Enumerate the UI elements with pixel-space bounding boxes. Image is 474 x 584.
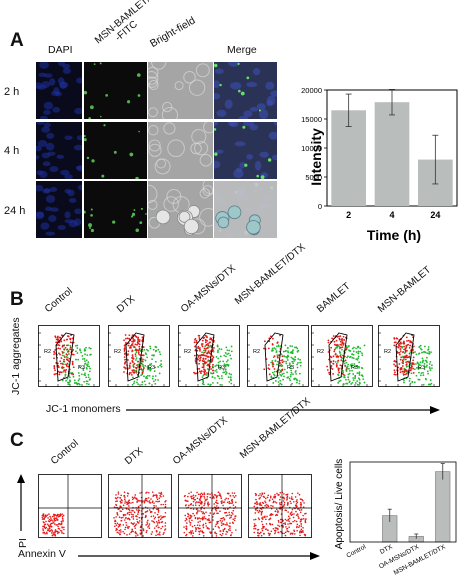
svg-text:R2: R2 xyxy=(184,349,191,355)
intensity-x-tick-4: 4 xyxy=(389,210,394,220)
annexin-sample-label-2: OA-MSNs/DTX xyxy=(170,415,230,467)
intensity-x-tick-24: 24 xyxy=(430,210,440,220)
svg-text:R3: R3 xyxy=(287,365,294,371)
row-label-4h: 4 h xyxy=(4,145,20,157)
intensity-y-tick-5000: 5000 xyxy=(305,173,322,182)
svg-text:R2: R2 xyxy=(317,349,324,355)
jc1-flow-plot-1: R2 R3 xyxy=(108,325,170,387)
svg-text:R2: R2 xyxy=(384,349,391,355)
panel-c-letter: C xyxy=(10,430,24,451)
intensity-y-axis-label: Intensity xyxy=(308,128,324,186)
micro-image-dapi-row-2 xyxy=(36,122,82,179)
micro-image-fitc-row-2 xyxy=(84,122,147,179)
intensity-y-tick-10000: 10000 xyxy=(301,144,322,153)
jc1-flow-plot-3: R2 R3 xyxy=(247,325,309,387)
annexin-sample-label-1: DTX xyxy=(122,445,146,467)
micro-image-fitc-row-1 xyxy=(84,62,147,119)
intensity-x-axis-label: Time (h) xyxy=(367,227,421,243)
apoptosis-x-tick-0: Control xyxy=(345,543,367,559)
panel-a-letter: A xyxy=(10,30,24,51)
jc1-monomers-axis-label: JC-1 monomers xyxy=(46,403,121,415)
annexin-flow-plot-0 xyxy=(38,474,102,538)
micro-image-brightfield-row-3 xyxy=(148,181,213,238)
svg-text:R3: R3 xyxy=(218,365,225,371)
row-label-2h: 2 h xyxy=(4,86,20,98)
svg-text:R3: R3 xyxy=(148,365,155,371)
intensity-y-tick-15000: 15000 xyxy=(301,115,322,124)
jc1-aggregates-axis-label: JC-1 aggregates xyxy=(10,317,22,395)
jc1-flow-plot-2: R2 R3 xyxy=(178,325,240,387)
jc1-sample-label-5: MSN-BAMLET xyxy=(375,264,434,315)
pi-axis-label: PI xyxy=(17,538,29,548)
micro-image-dapi-row-3 xyxy=(36,181,82,238)
svg-text:R2: R2 xyxy=(114,349,121,355)
jc1-flow-plot-5: R2 R3 xyxy=(378,325,440,387)
jc1-monomers-arrow xyxy=(126,406,440,414)
intensity-y-tick-20000: 20000 xyxy=(301,86,322,95)
svg-text:R3: R3 xyxy=(418,365,425,371)
column-header-dapi: DAPI xyxy=(48,44,73,56)
column-header-fitc: MSN-BAMLET/DTX -FITC xyxy=(92,0,168,47)
column-header-merge: Merge xyxy=(227,44,257,56)
jc1-sample-label-3: MSN-BAMLET/DTX xyxy=(232,241,308,307)
intensity-y-tick-0: 0 xyxy=(318,202,322,211)
svg-text:R2: R2 xyxy=(253,349,260,355)
apoptosis-plot-frame xyxy=(349,461,457,543)
annexin-flow-plot-1 xyxy=(108,474,172,538)
micro-image-fitc-row-3 xyxy=(84,181,147,238)
svg-text:R2: R2 xyxy=(44,349,51,355)
intensity-x-tick-2: 2 xyxy=(346,210,351,220)
micro-image-brightfield-row-1 xyxy=(148,62,213,119)
micro-image-merge-row-2 xyxy=(214,122,277,179)
micro-image-merge-row-3 xyxy=(214,181,277,238)
jc1-sample-label-1: DTX xyxy=(114,293,138,315)
jc1-sample-label-0: Control xyxy=(42,285,75,315)
annexin-arrow xyxy=(78,552,320,560)
annexin-axis-label: Annexin V xyxy=(18,548,66,560)
jc1-sample-label-4: BAMLET xyxy=(314,280,353,315)
jc1-flow-plot-4: R2 R3 xyxy=(311,325,373,387)
micro-image-brightfield-row-2 xyxy=(148,122,213,179)
annexin-flow-plot-3 xyxy=(248,474,312,538)
apoptosis-bar-3 xyxy=(435,471,451,543)
jc1-flow-plot-0: R2 R3 xyxy=(38,325,100,387)
jc1-sample-label-2: OA-MSNs/DTX xyxy=(178,263,238,315)
pi-arrow xyxy=(17,474,25,531)
annexin-flow-plot-2 xyxy=(178,474,242,538)
apoptosis-x-tick-1: DTX xyxy=(379,543,394,556)
micro-image-dapi-row-1 xyxy=(36,62,82,119)
panel-b-letter: B xyxy=(10,289,24,310)
column-header-bright-field: Bright-field xyxy=(148,14,198,50)
annexin-sample-label-0: Control xyxy=(48,437,81,467)
row-label-24h: 24 h xyxy=(4,205,26,217)
svg-text:R3: R3 xyxy=(78,365,85,371)
svg-text:R3: R3 xyxy=(351,365,358,371)
intensity-bar-4 xyxy=(374,102,410,206)
apoptosis-y-axis-label: Apoptosis/ Live cells xyxy=(334,459,345,550)
micro-image-merge-row-1 xyxy=(214,62,277,119)
